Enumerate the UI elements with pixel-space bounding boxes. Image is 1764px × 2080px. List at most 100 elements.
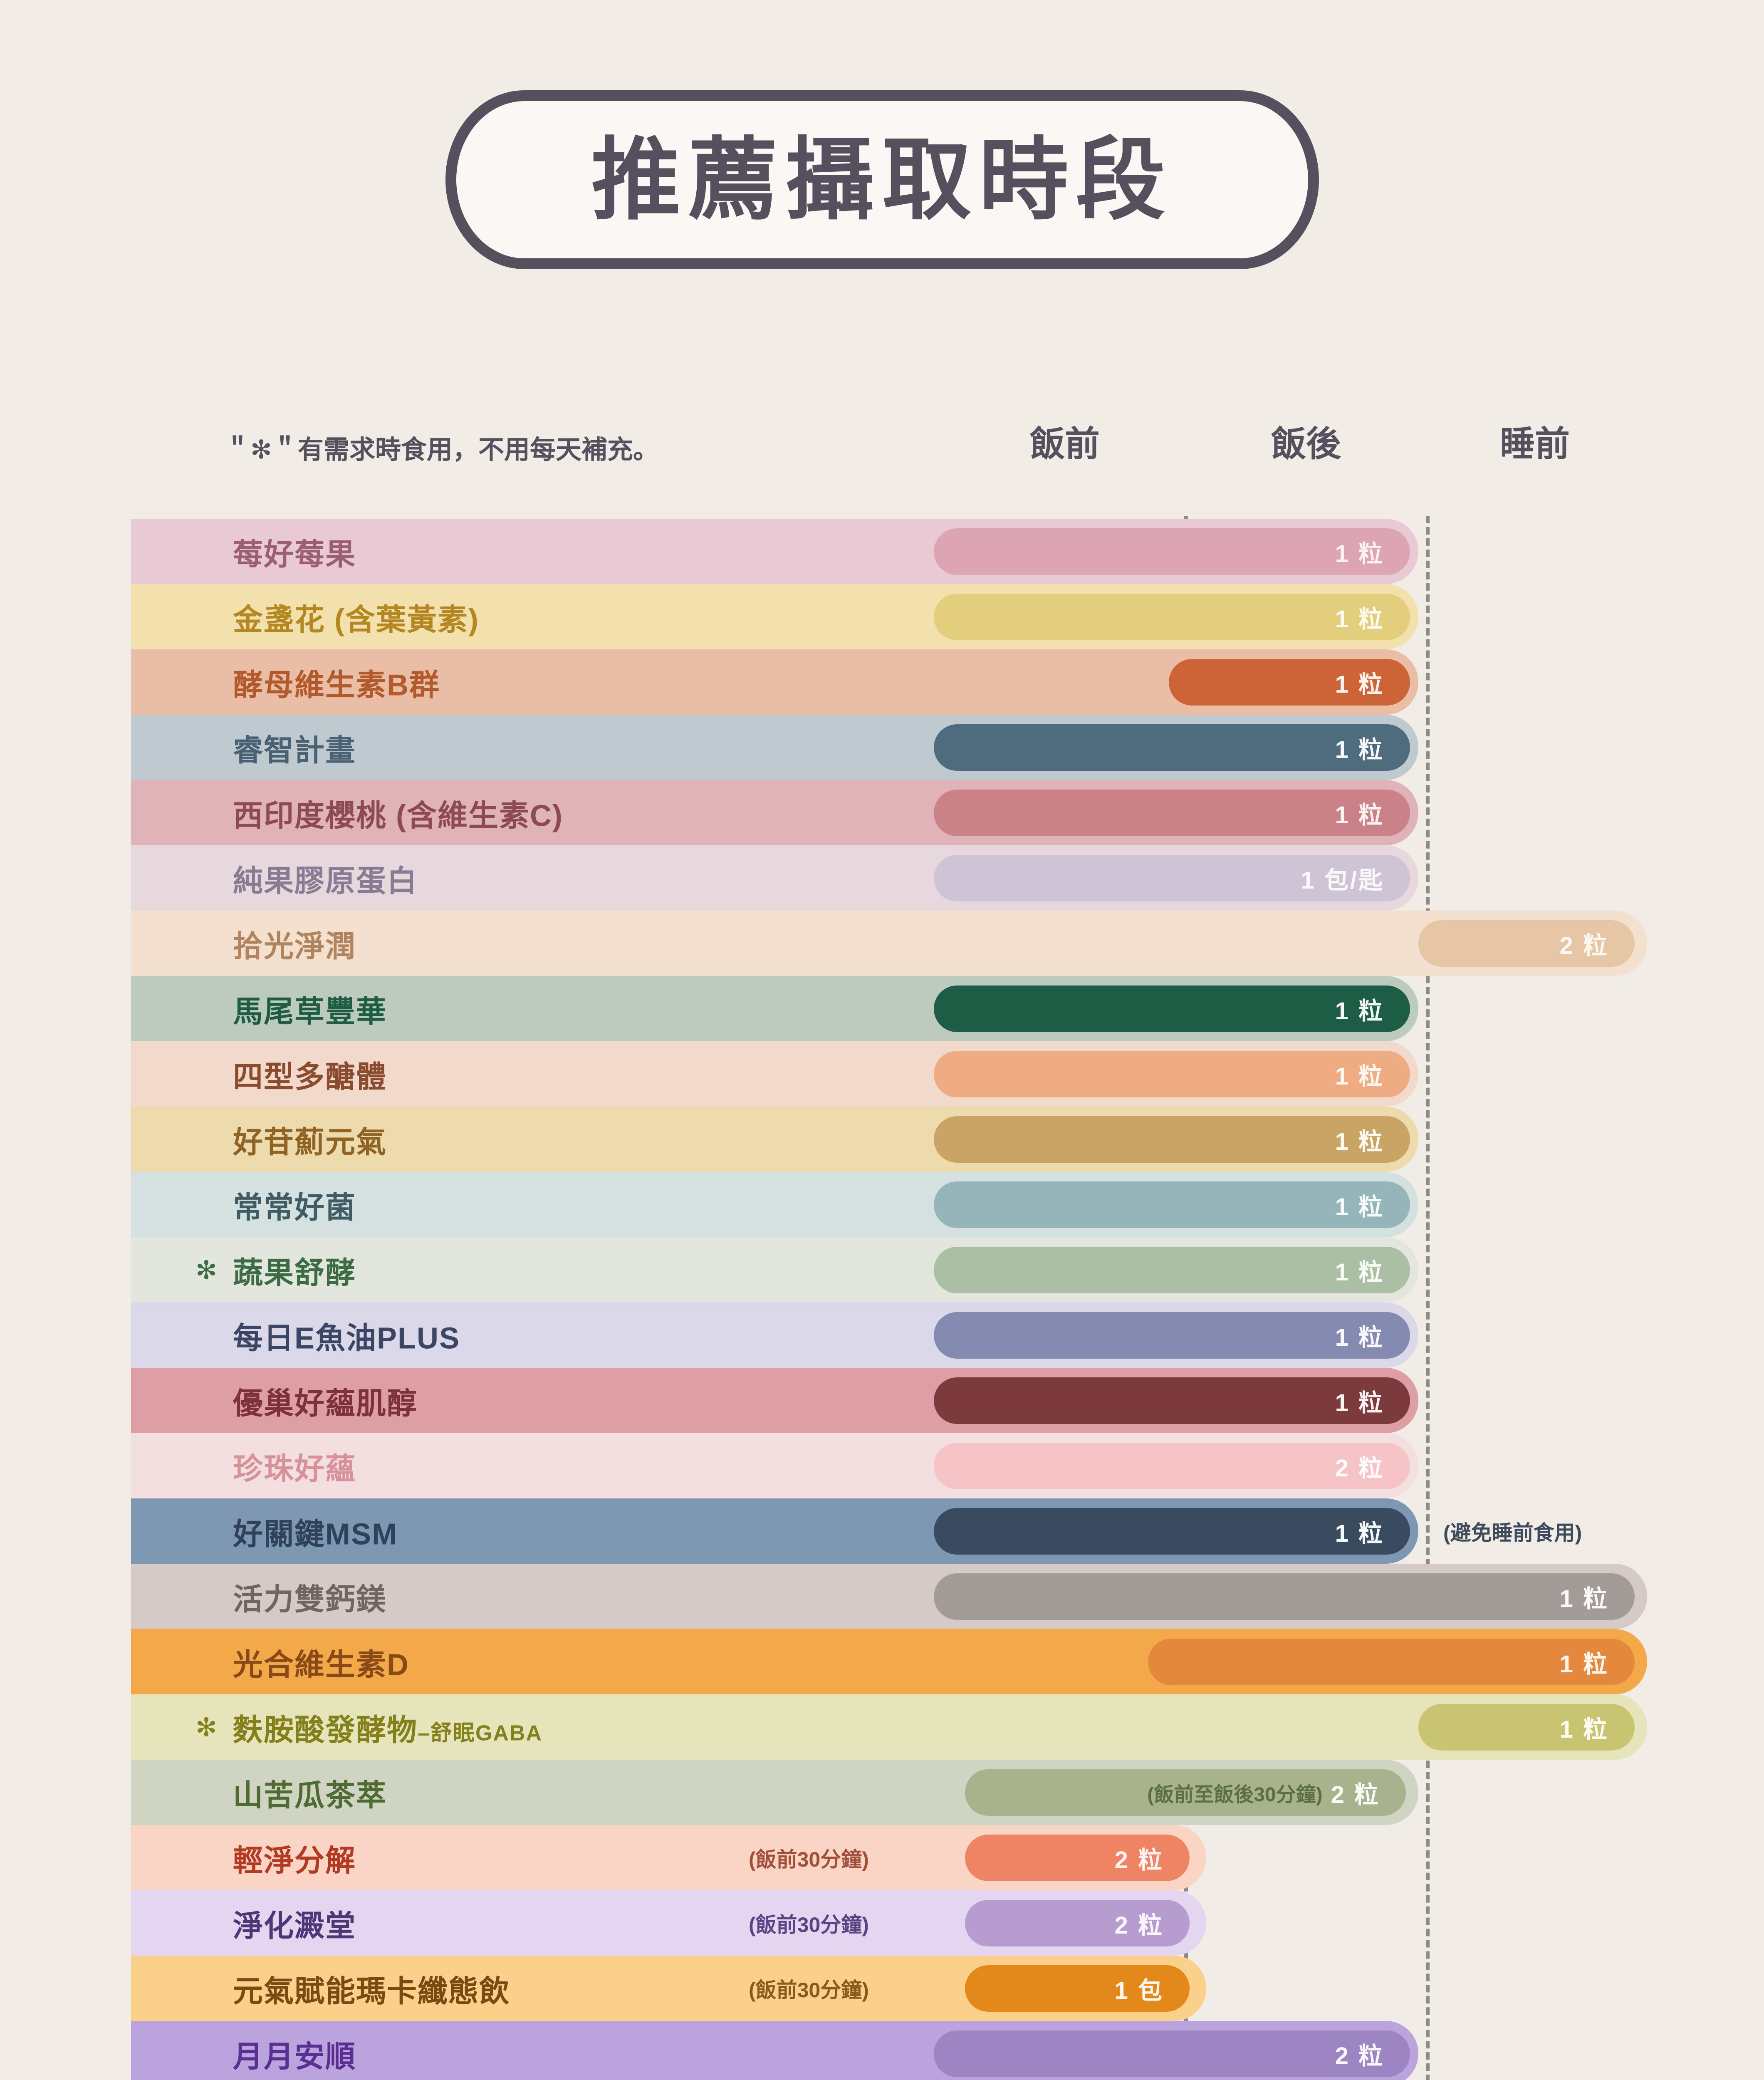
table-row[interactable]: 山苦瓜茶萃 (飯前至飯後30分鐘) 2 粒 — [0, 1760, 1764, 1825]
table-row[interactable]: 優巢好蘊肌醇 1 粒 — [0, 1368, 1764, 1433]
product-name: 麩胺酸發酵物–舒眠GABA — [233, 1714, 543, 1747]
table-row[interactable]: 珍珠好蘊 2 粒 — [0, 1433, 1764, 1498]
product-name: 四型多醣體 — [233, 1060, 387, 1094]
column-header-before-sleep: 睡前 — [1499, 424, 1570, 463]
schedule-table: 莓好莓果 1 粒金盞花 (含葉黃素) 1 粒酵母維生素B群 1 粒睿智計畫 1 粒西印度… — [0, 519, 1764, 2080]
dosage-pill[interactable]: 2 粒 — [934, 2030, 1410, 2077]
dosage-pill[interactable]: 2 粒 — [965, 1899, 1190, 1946]
table-row[interactable]: 酵母維生素B群 1 粒 — [0, 649, 1764, 715]
dosage-pill[interactable]: 1 粒 — [934, 1116, 1410, 1163]
dosage-pill[interactable]: 1 粒 — [934, 593, 1410, 640]
table-row[interactable]: ✻ 麩胺酸發酵物–舒眠GABA 1 粒 — [0, 1694, 1764, 1760]
product-name: 好關鍵MSM — [233, 1518, 398, 1551]
product-name: 馬尾草豐華 — [233, 995, 387, 1028]
dosage-quantity: 1 粒 — [1335, 1128, 1384, 1155]
dosage-quantity: 1 粒 — [1335, 1389, 1384, 1416]
product-name: 月月安順 — [233, 2040, 356, 2073]
column-divider-after-meal — [1426, 516, 1430, 2080]
dosage-quantity: 2 粒 — [1559, 932, 1609, 959]
table-row[interactable]: 拾光淨潤 2 粒 — [0, 911, 1764, 976]
table-row[interactable]: 四型多醣體 1 粒 — [0, 1041, 1764, 1107]
dosage-pill[interactable]: 2 粒 — [1418, 920, 1635, 967]
dosage-pill[interactable]: 1 粒 — [934, 1181, 1410, 1228]
product-name: 每日E魚油PLUS — [233, 1322, 460, 1355]
table-row[interactable]: 每日E魚油PLUS 1 粒 — [0, 1302, 1764, 1368]
table-row[interactable]: 常常好菌 1 粒 — [0, 1172, 1764, 1237]
table-row[interactable]: 睿智計畫 1 粒 — [0, 715, 1764, 780]
dosage-quantity: 1 粒 — [1335, 671, 1384, 698]
dosage-quantity: 1 粒 — [1335, 801, 1384, 829]
title-pill-shape: 推薦攝取時段 — [445, 90, 1319, 269]
row-band — [131, 911, 1647, 976]
dosage-pill[interactable]: 1 包/匙 — [934, 854, 1410, 901]
timing-prelabel: (飯前30分鐘) — [749, 1978, 869, 2002]
dosage-quantity: 1 粒 — [1559, 1716, 1609, 1743]
product-name: 珍珠好蘊 — [233, 1452, 356, 1486]
table-row[interactable]: 光合維生素D 1 粒 — [0, 1629, 1764, 1694]
dosage-pill[interactable]: 1 粒 — [1148, 1638, 1635, 1685]
product-name: 元氣賦能瑪卡纖態飲 — [233, 1975, 510, 2008]
product-name: 莓好莓果 — [233, 538, 356, 571]
dosage-quantity: 1 粒 — [1335, 1324, 1384, 1351]
dosage-pill[interactable]: 1 粒 — [934, 528, 1410, 575]
table-row[interactable]: 好關鍵MSM 1 粒 (避免睡前食用) — [0, 1498, 1764, 1564]
dosage-pill[interactable]: 2 粒 — [965, 1834, 1190, 1881]
dosage-quantity: 1 粒 — [1335, 1520, 1384, 1547]
table-row[interactable]: 金盞花 (含葉黃素) 1 粒 — [0, 584, 1764, 649]
table-row[interactable]: 莓好莓果 1 粒 — [0, 519, 1764, 584]
dosage-quantity: 1 粒 — [1335, 605, 1384, 633]
row-band — [131, 1694, 1647, 1760]
table-row[interactable]: 純果膠原蛋白 1 包/匙 — [0, 845, 1764, 911]
dosage-quantity: 2 粒 — [1335, 1454, 1384, 1482]
dosage-quantity: 1 包 — [1114, 1977, 1164, 2004]
dosage-pill[interactable]: 1 粒 — [934, 1377, 1410, 1424]
dosage-quantity: 1 粒 — [1335, 736, 1384, 763]
dosage-quantity: 1 粒 — [1335, 1258, 1384, 1286]
product-name: 好苷薊元氣 — [233, 1126, 387, 1159]
dosage-pill[interactable]: 1 包 — [965, 1965, 1190, 2012]
dosage-pill[interactable]: 2 粒 — [934, 1442, 1410, 1489]
table-row[interactable]: 月月安順 2 粒 — [0, 2021, 1764, 2080]
dosage-quantity: 1 粒 — [1335, 997, 1384, 1025]
dosage-quantity: 2 粒 — [1114, 1912, 1164, 1939]
title-banner: 推薦攝取時段 — [0, 80, 1764, 280]
column-header-before-meal: 飯前 — [1029, 424, 1100, 463]
table-row[interactable]: 好苷薊元氣 1 粒 — [0, 1107, 1764, 1172]
dosage-pill[interactable]: 1 粒 — [934, 789, 1410, 836]
dosage-quantity: 2 粒 — [1335, 2042, 1384, 2070]
table-row[interactable]: 輕淨分解 (飯前30分鐘) 2 粒 — [0, 1825, 1764, 1890]
dosage-pill[interactable]: 1 粒 — [934, 1508, 1410, 1555]
dosage-pill[interactable]: 1 粒 — [934, 1573, 1635, 1620]
product-name: 金盞花 (含葉黃素) — [233, 603, 479, 636]
dosage-pill[interactable]: 1 粒 — [1169, 659, 1410, 706]
column-header-after-meal: 飯後 — [1271, 424, 1341, 463]
dosage-quantity: 1 粒 — [1335, 1193, 1384, 1221]
dosage-quantity: 2 粒 — [1331, 1781, 1380, 1808]
product-name: 酵母維生素B群 — [233, 669, 440, 702]
table-row[interactable]: ✻ 蔬果舒酵 1 粒 — [0, 1237, 1764, 1302]
table-row[interactable]: 活力雙鈣鎂 1 粒 — [0, 1564, 1764, 1629]
product-name: 西印度櫻桃 (含維生素C) — [233, 799, 563, 832]
legend-note: ＂✻＂有需求時食用，不用每天補充。 — [225, 436, 659, 464]
timing-inline-label: (飯前至飯後30分鐘) — [1147, 1783, 1323, 1806]
dosage-quantity: 1 粒 — [1335, 1062, 1384, 1090]
dosage-pill[interactable]: (飯前至飯後30分鐘) 2 粒 — [965, 1769, 1406, 1816]
table-row[interactable]: 馬尾草豐華 1 粒 — [0, 976, 1764, 1041]
table-row[interactable]: 元氣賦能瑪卡纖態飲 (飯前30分鐘) 1 包 — [0, 1956, 1764, 2021]
dosage-quantity: 1 包/匙 — [1301, 867, 1384, 894]
optional-star-icon: ✻ — [195, 1713, 217, 1742]
dosage-pill[interactable]: 1 粒 — [934, 1312, 1410, 1359]
table-row[interactable]: 西印度櫻桃 (含維生素C) 1 粒 — [0, 780, 1764, 845]
dosage-pill[interactable]: 1 粒 — [1418, 1704, 1635, 1751]
product-name: 常常好菌 — [233, 1191, 356, 1224]
product-name: 拾光淨潤 — [233, 930, 356, 963]
dosage-quantity: 1 粒 — [1559, 1650, 1609, 1678]
dosage-pill[interactable]: 1 粒 — [934, 985, 1410, 1032]
table-row[interactable]: 淨化澱堂 (飯前30分鐘) 2 粒 — [0, 1890, 1764, 1956]
product-name: 純果膠原蛋白 — [233, 864, 418, 898]
dosage-pill[interactable]: 1 粒 — [934, 1050, 1410, 1097]
row-side-note: (避免睡前食用) — [1443, 1521, 1582, 1545]
dosage-pill[interactable]: 1 粒 — [934, 724, 1410, 771]
product-name-suffix: –舒眠GABA — [418, 1721, 543, 1745]
dosage-pill[interactable]: 1 粒 — [934, 1246, 1410, 1293]
